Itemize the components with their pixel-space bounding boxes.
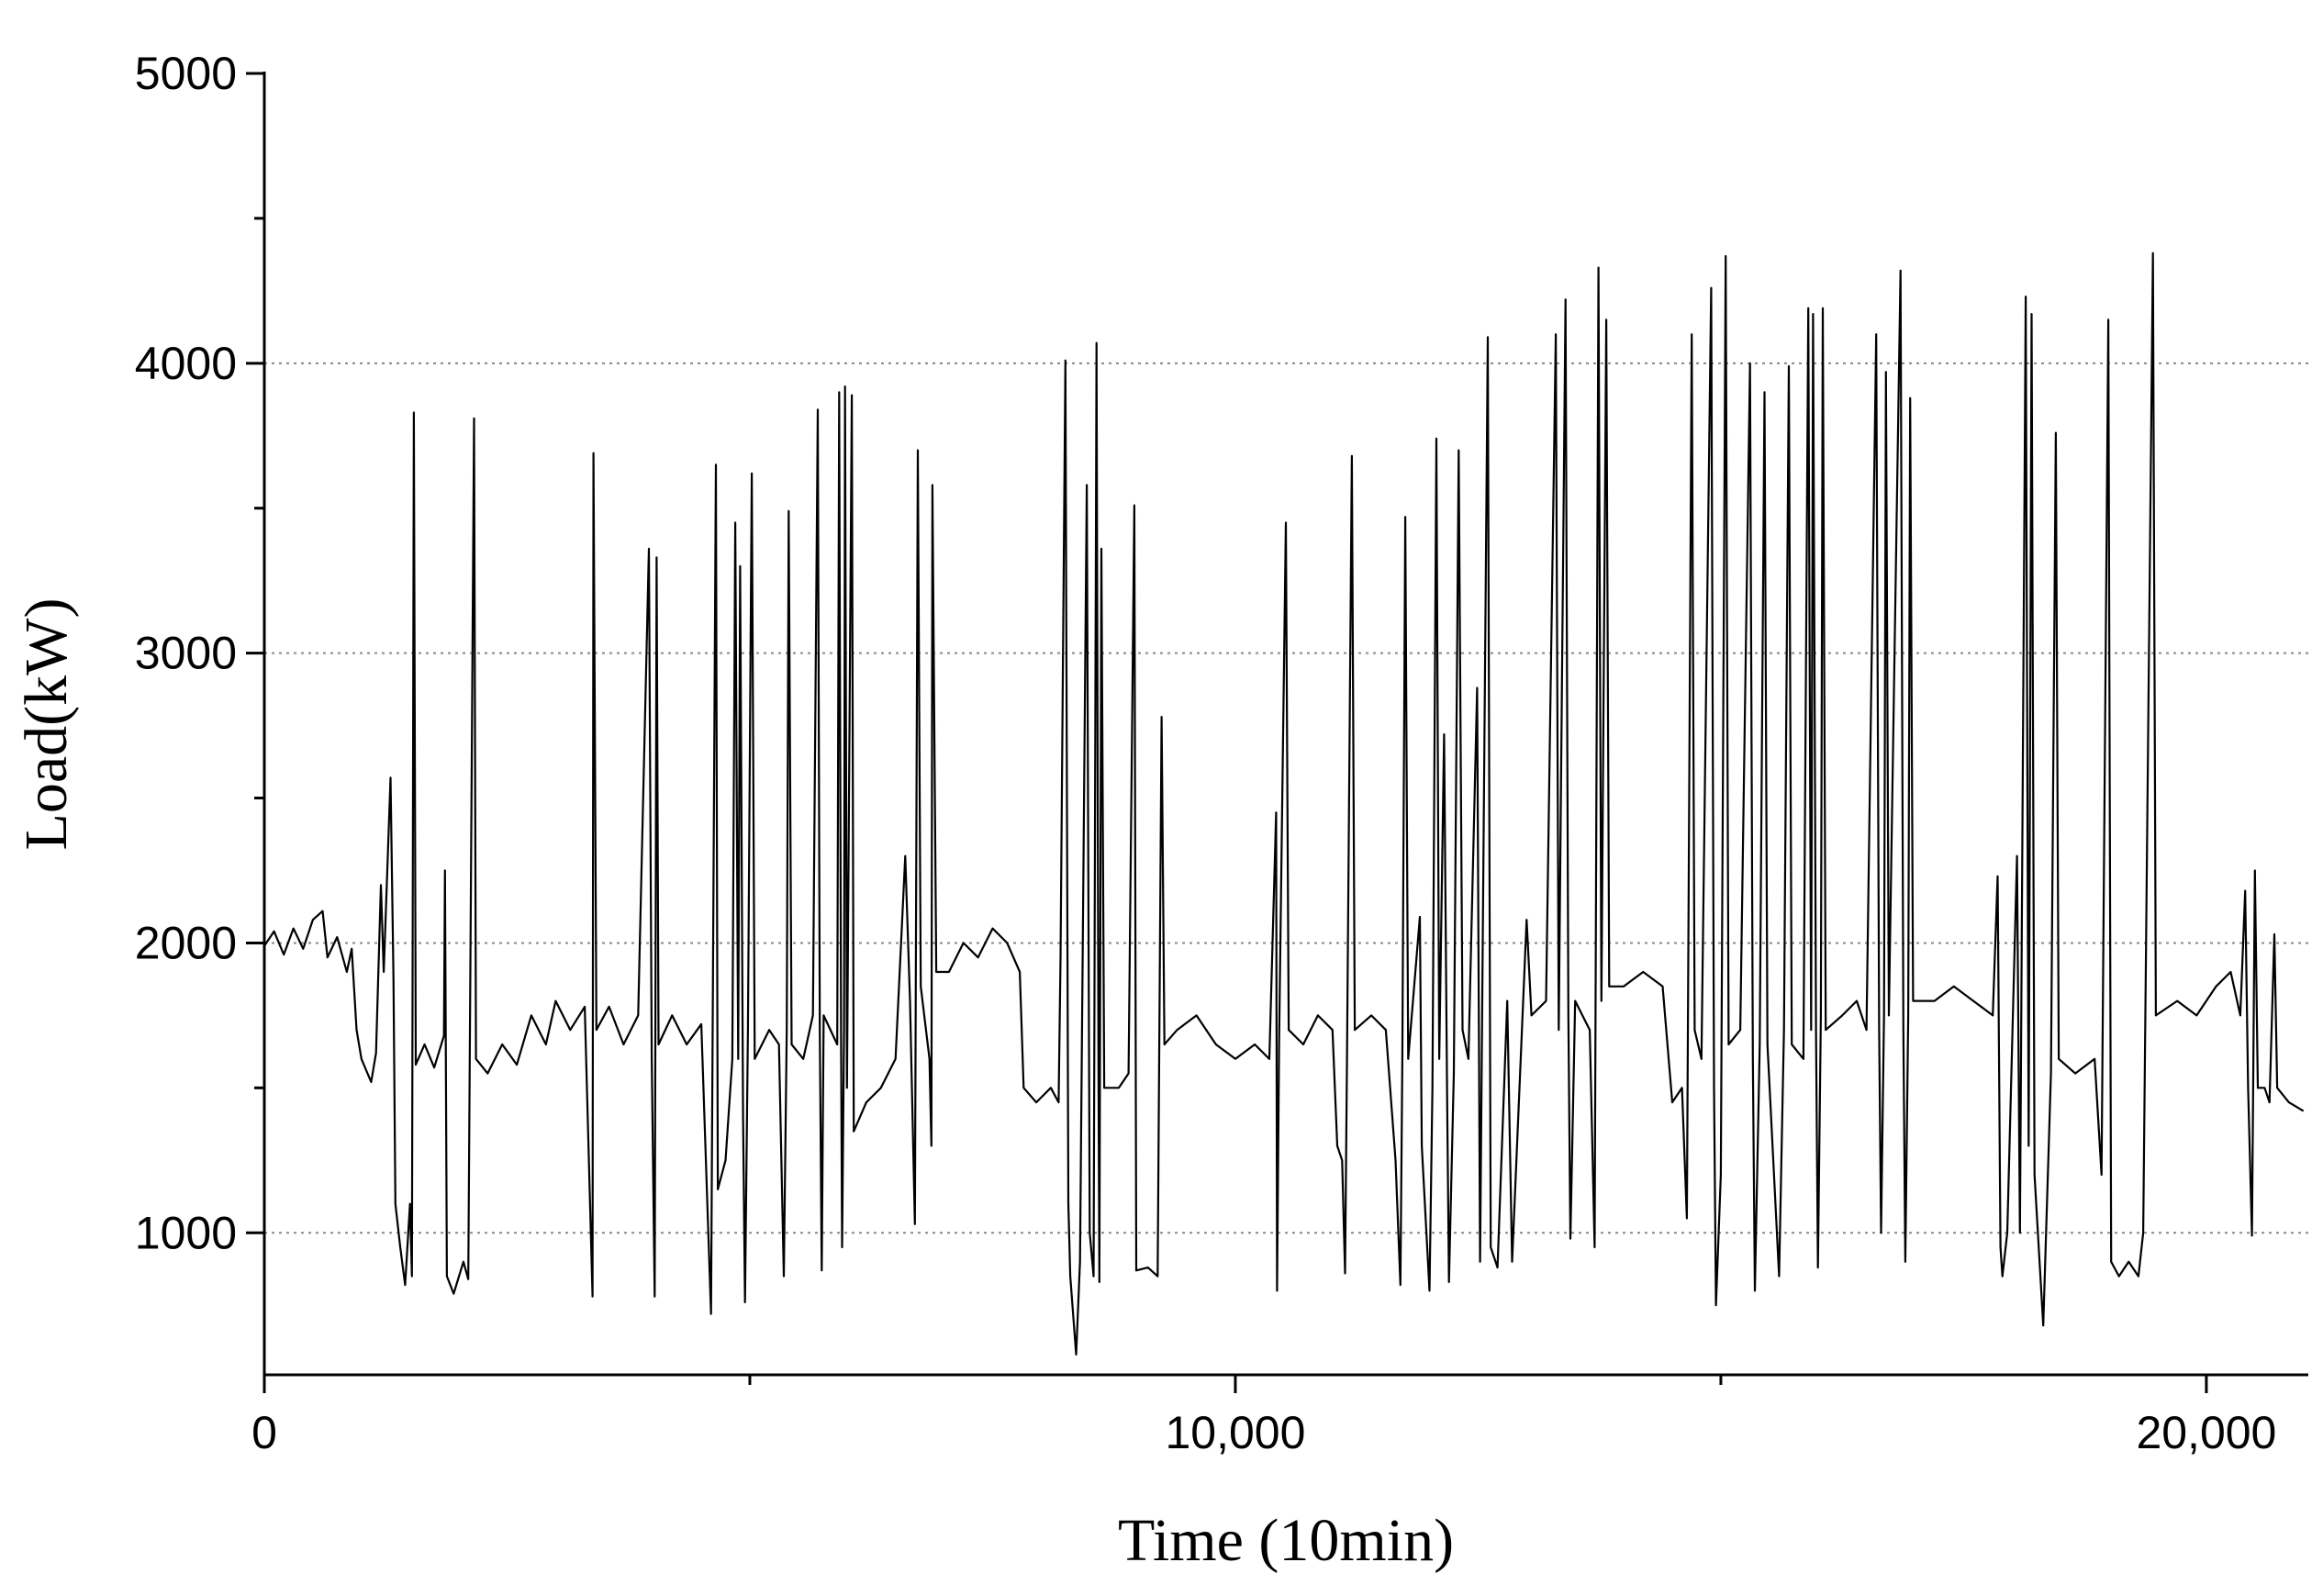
x-tick-label: 10,000: [1165, 1407, 1305, 1458]
data-line: [263, 251, 2305, 1356]
x-tick-label: 0: [251, 1407, 277, 1458]
y-tick-label: 5000: [135, 48, 237, 99]
y-tick-label: 1000: [135, 1207, 237, 1258]
y-tick-label: 3000: [135, 628, 237, 679]
y-axis-title: Load(kW): [13, 598, 80, 851]
y-tick-label: 4000: [135, 338, 237, 389]
y-tick-label: 2000: [135, 917, 237, 968]
x-tick-label: 20,000: [2136, 1407, 2276, 1458]
x-axis-title: Time (10min): [1118, 1507, 1454, 1574]
